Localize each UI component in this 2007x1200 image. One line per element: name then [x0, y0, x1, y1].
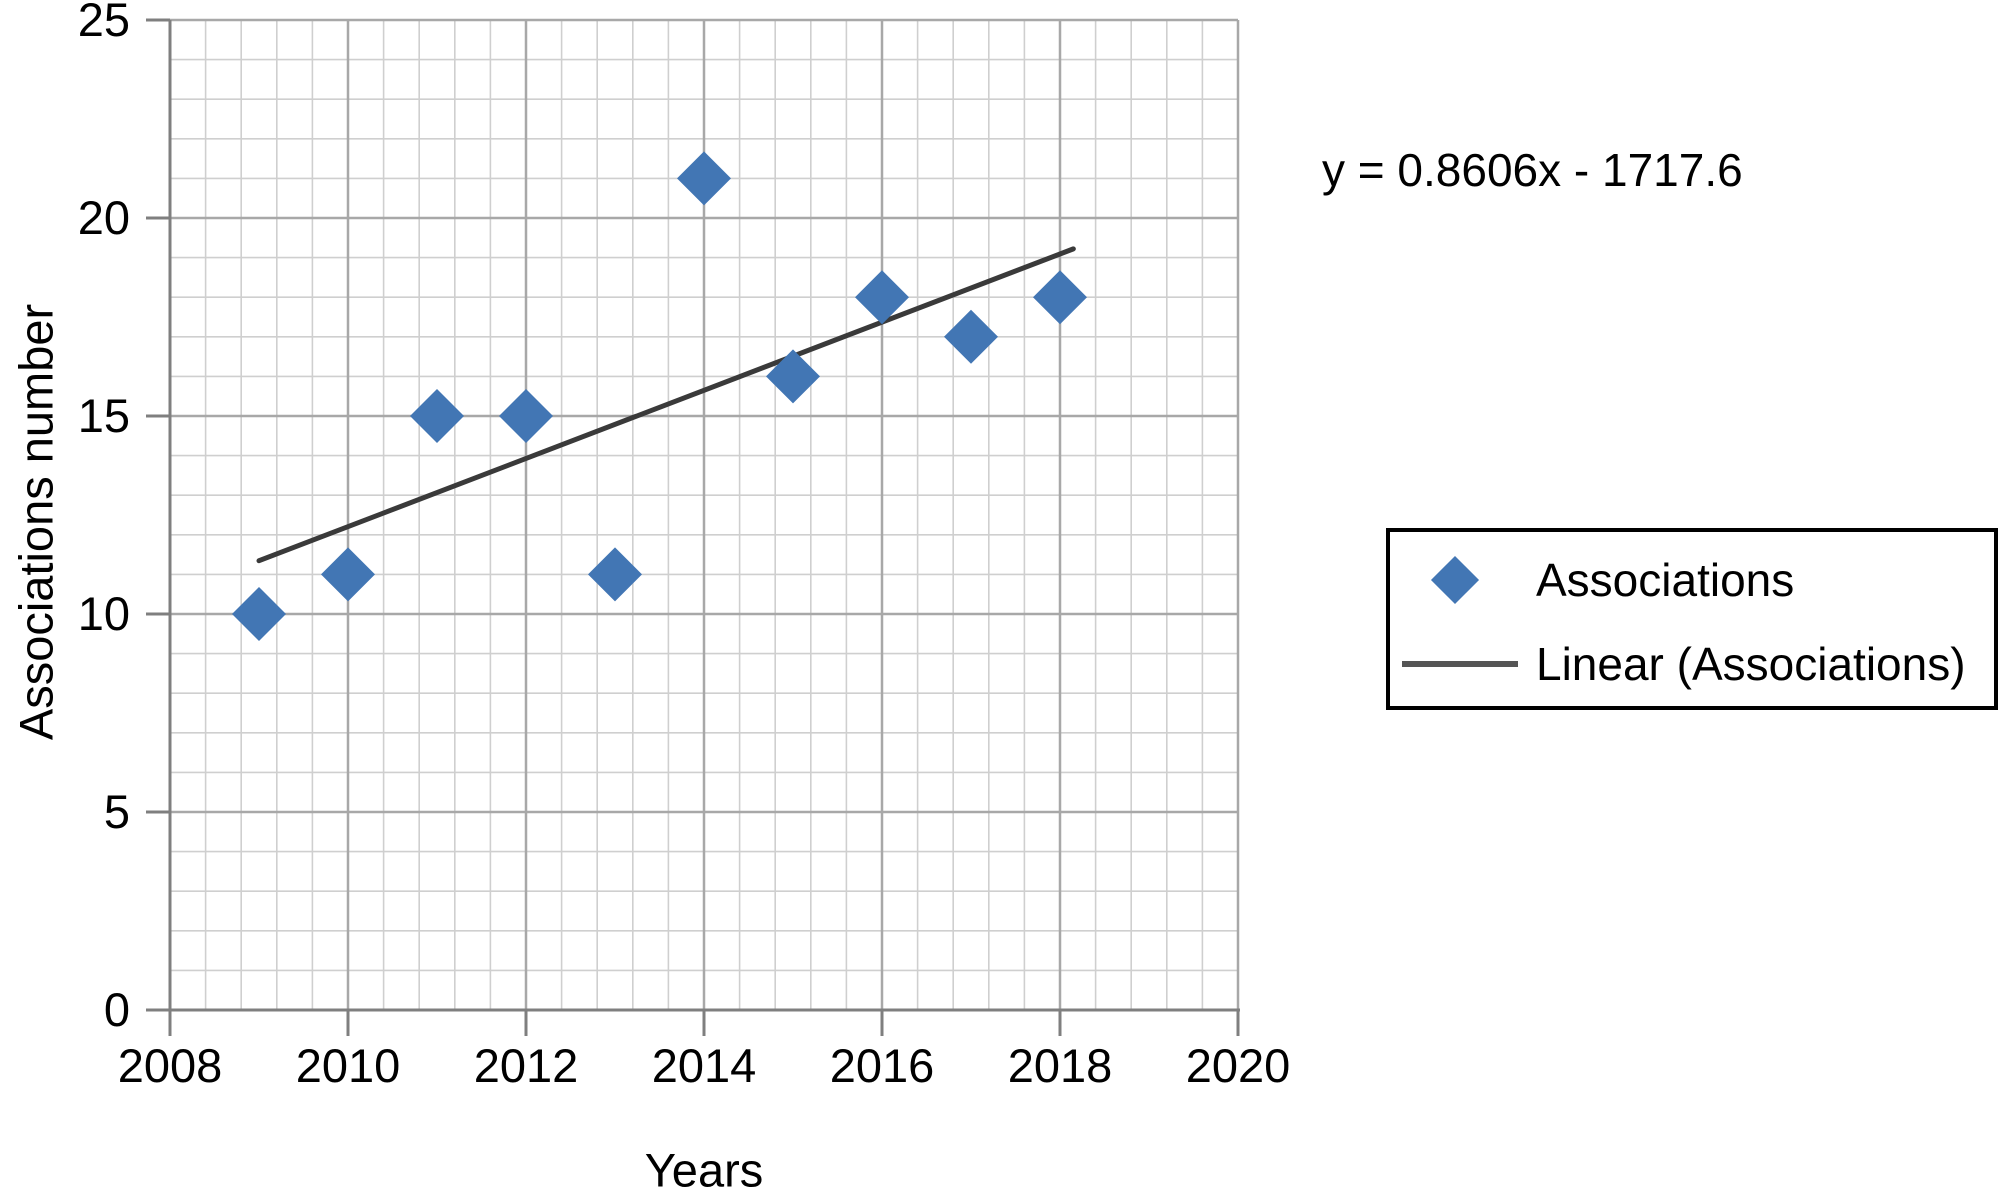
x-axis-title: Years [644, 1143, 764, 1197]
data-point-diamond [677, 151, 731, 206]
x-tick-label: 2008 [118, 1039, 223, 1092]
x-tick-label: 2012 [474, 1039, 579, 1092]
y-tick-label: 0 [104, 983, 130, 1036]
data-point-diamond [1033, 270, 1087, 325]
data-point-diamond [588, 547, 642, 602]
tick-labels: 2008 2010 2012 2014 2016 2018 2020 0 5 10 15 20 25 [78, 0, 1291, 1092]
data-point-diamond [944, 309, 998, 364]
data-point-diamond [232, 587, 286, 641]
legend-label-linear: Linear (Associations) [1536, 638, 1966, 690]
x-tick-label: 2016 [830, 1039, 935, 1092]
y-tick-label: 5 [104, 785, 130, 838]
diamond-marker-icon [1430, 555, 1480, 605]
data-point-diamond [766, 349, 820, 404]
trendline-equation: y = 0.8606x - 1717.6 [1322, 144, 1743, 196]
data-point-diamond [855, 270, 909, 325]
y-axis-title: Associations number [9, 303, 63, 741]
y-tick-label: 20 [78, 191, 130, 244]
axes [146, 18, 1240, 1036]
legend-box: Associations Linear (Associations) [1386, 528, 1998, 710]
trendline-sample-icon [1402, 661, 1518, 667]
x-tick-label: 2020 [1186, 1039, 1291, 1092]
y-tick-label: 25 [78, 0, 130, 46]
data-points [232, 151, 1087, 641]
x-tick-label: 2014 [652, 1039, 757, 1092]
data-point-diamond [321, 547, 375, 602]
y-tick-label: 10 [78, 587, 130, 640]
y-tick-label: 15 [78, 389, 130, 442]
x-tick-label: 2010 [296, 1039, 401, 1092]
data-point-diamond [410, 389, 464, 443]
legend-label-associations: Associations [1536, 554, 1795, 606]
data-point-diamond [499, 389, 553, 443]
trendline [256, 246, 1076, 564]
x-tick-label: 2018 [1008, 1039, 1113, 1092]
